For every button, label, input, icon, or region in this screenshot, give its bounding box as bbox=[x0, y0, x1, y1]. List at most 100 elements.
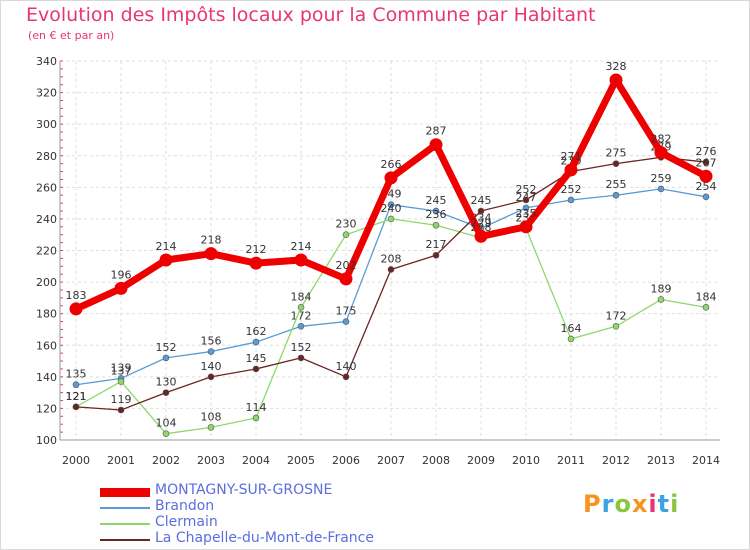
x-tick-label: 2010 bbox=[512, 454, 540, 467]
data-label-la-chapelle-du-mont-de-france: 140 bbox=[201, 360, 222, 373]
data-point-la-chapelle-du-mont-de-france bbox=[702, 158, 710, 166]
y-tick-label: 340 bbox=[36, 55, 57, 68]
legend-label-montagny: MONTAGNY-SUR-GROSNE bbox=[155, 482, 333, 498]
data-label-brandon: 162 bbox=[246, 325, 267, 338]
data-label-montagny-sur-grosne: 212 bbox=[246, 243, 267, 256]
data-label-brandon: 156 bbox=[201, 335, 222, 348]
data-point-brandon bbox=[72, 381, 80, 389]
data-point-montagny-sur-grosne bbox=[474, 229, 488, 243]
y-tick-label: 260 bbox=[36, 181, 57, 194]
x-tick-label: 2000 bbox=[62, 454, 90, 467]
chart-legend: MONTAGNY-SUR-GROSNE Brandon Clermain La … bbox=[100, 482, 500, 548]
data-label-brandon: 175 bbox=[336, 305, 357, 318]
data-label-brandon: 255 bbox=[606, 178, 627, 191]
logo-letter: t bbox=[657, 490, 671, 518]
legend-label-brandon: Brandon bbox=[155, 498, 215, 514]
y-tick-label: 160 bbox=[36, 339, 57, 352]
data-label-clermain: 114 bbox=[246, 401, 267, 414]
x-tick-label: 2014 bbox=[692, 454, 720, 467]
data-label-montagny-sur-grosne: 328 bbox=[606, 60, 627, 73]
legend-swatch-la-chapelle bbox=[100, 539, 150, 541]
data-point-la-chapelle-du-mont-de-france bbox=[162, 389, 170, 396]
proxiti-logo: Proxiti bbox=[583, 490, 679, 518]
legend-item-montagny: MONTAGNY-SUR-GROSNE bbox=[100, 482, 500, 500]
legend-swatch-clermain bbox=[100, 523, 150, 525]
legend-swatch-montagny bbox=[100, 488, 150, 497]
data-point-clermain bbox=[432, 221, 440, 229]
data-label-montagny-sur-grosne: 202 bbox=[336, 259, 357, 272]
y-tick-label: 280 bbox=[36, 150, 57, 163]
data-label-la-chapelle-du-mont-de-france: 252 bbox=[516, 183, 537, 196]
data-label-montagny-sur-grosne: 183 bbox=[66, 289, 87, 302]
data-label-brandon: 259 bbox=[651, 172, 672, 185]
data-label-brandon: 139 bbox=[111, 361, 132, 374]
logo-letter: o bbox=[614, 490, 632, 518]
x-tick-label: 2001 bbox=[107, 454, 135, 467]
data-label-la-chapelle-du-mont-de-france: 245 bbox=[471, 194, 492, 207]
data-point-clermain bbox=[252, 414, 260, 422]
legend-item-clermain: Clermain bbox=[100, 514, 500, 532]
data-point-brandon bbox=[702, 193, 710, 201]
x-tick-label: 2008 bbox=[422, 454, 450, 467]
logo-letter: i bbox=[648, 490, 658, 518]
data-point-clermain bbox=[702, 304, 710, 311]
data-point-brandon bbox=[297, 322, 305, 330]
data-label-brandon: 172 bbox=[291, 309, 312, 322]
data-point-la-chapelle-du-mont-de-france bbox=[297, 354, 305, 362]
data-point-montagny-sur-grosne bbox=[339, 272, 353, 286]
x-tick-label: 2002 bbox=[152, 454, 180, 467]
data-label-clermain: 164 bbox=[561, 322, 582, 335]
data-point-brandon bbox=[522, 204, 530, 212]
data-point-montagny-sur-grosne bbox=[564, 163, 578, 177]
data-point-montagny-sur-grosne bbox=[654, 146, 668, 160]
logo-letter: P bbox=[583, 490, 602, 518]
data-label-la-chapelle-du-mont-de-france: 152 bbox=[291, 341, 312, 354]
x-tick-label: 2006 bbox=[332, 454, 360, 467]
data-label-clermain: 172 bbox=[606, 309, 627, 322]
data-point-montagny-sur-grosne bbox=[114, 281, 128, 295]
data-point-montagny-sur-grosne bbox=[294, 253, 308, 267]
data-label-montagny-sur-grosne: 287 bbox=[426, 125, 447, 138]
data-point-brandon bbox=[612, 191, 620, 199]
data-label-brandon: 152 bbox=[156, 341, 177, 354]
data-label-la-chapelle-du-mont-de-france: 208 bbox=[381, 252, 402, 265]
data-point-la-chapelle-du-mont-de-france bbox=[117, 406, 125, 414]
data-label-brandon: 135 bbox=[66, 368, 87, 381]
x-tick-label: 2007 bbox=[377, 454, 405, 467]
data-label-clermain: 189 bbox=[651, 282, 672, 295]
data-point-clermain bbox=[567, 335, 575, 343]
data-point-la-chapelle-du-mont-de-france bbox=[342, 373, 350, 381]
data-label-la-chapelle-du-mont-de-france: 217 bbox=[426, 238, 447, 251]
data-label-la-chapelle-du-mont-de-france: 145 bbox=[246, 352, 267, 365]
data-label-brandon: 245 bbox=[426, 194, 447, 207]
data-point-la-chapelle-du-mont-de-france bbox=[612, 160, 620, 167]
data-point-brandon bbox=[342, 318, 350, 325]
data-point-clermain bbox=[387, 215, 395, 223]
data-point-la-chapelle-du-mont-de-france bbox=[72, 403, 80, 411]
y-tick-label: 180 bbox=[36, 308, 57, 321]
data-point-clermain bbox=[117, 378, 125, 385]
data-point-brandon bbox=[657, 185, 665, 193]
y-tick-label: 320 bbox=[36, 87, 57, 100]
legend-item-la-chapelle: La Chapelle-du-Mont-de-France bbox=[100, 530, 500, 548]
logo-letter: x bbox=[631, 490, 649, 518]
logo-letter: i bbox=[670, 490, 680, 518]
data-label-clermain: 184 bbox=[291, 290, 312, 303]
data-point-la-chapelle-du-mont-de-france bbox=[522, 196, 530, 204]
data-point-clermain bbox=[207, 424, 215, 431]
data-point-montagny-sur-grosne bbox=[384, 171, 398, 185]
x-tick-label: 2011 bbox=[557, 454, 585, 467]
y-tick-label: 240 bbox=[36, 213, 57, 226]
y-tick-label: 300 bbox=[36, 118, 57, 131]
data-point-montagny-sur-grosne bbox=[699, 169, 713, 183]
data-point-clermain bbox=[612, 322, 620, 330]
data-label-clermain: 137 bbox=[111, 365, 132, 378]
data-point-brandon bbox=[387, 201, 395, 209]
y-tick-label: 100 bbox=[36, 434, 57, 447]
data-label-la-chapelle-du-mont-de-france: 119 bbox=[111, 393, 132, 406]
data-label-montagny-sur-grosne: 271 bbox=[561, 150, 582, 163]
data-point-la-chapelle-du-mont-de-france bbox=[387, 266, 395, 273]
data-label-montagny-sur-grosne: 214 bbox=[156, 240, 177, 253]
data-point-brandon bbox=[432, 207, 440, 215]
